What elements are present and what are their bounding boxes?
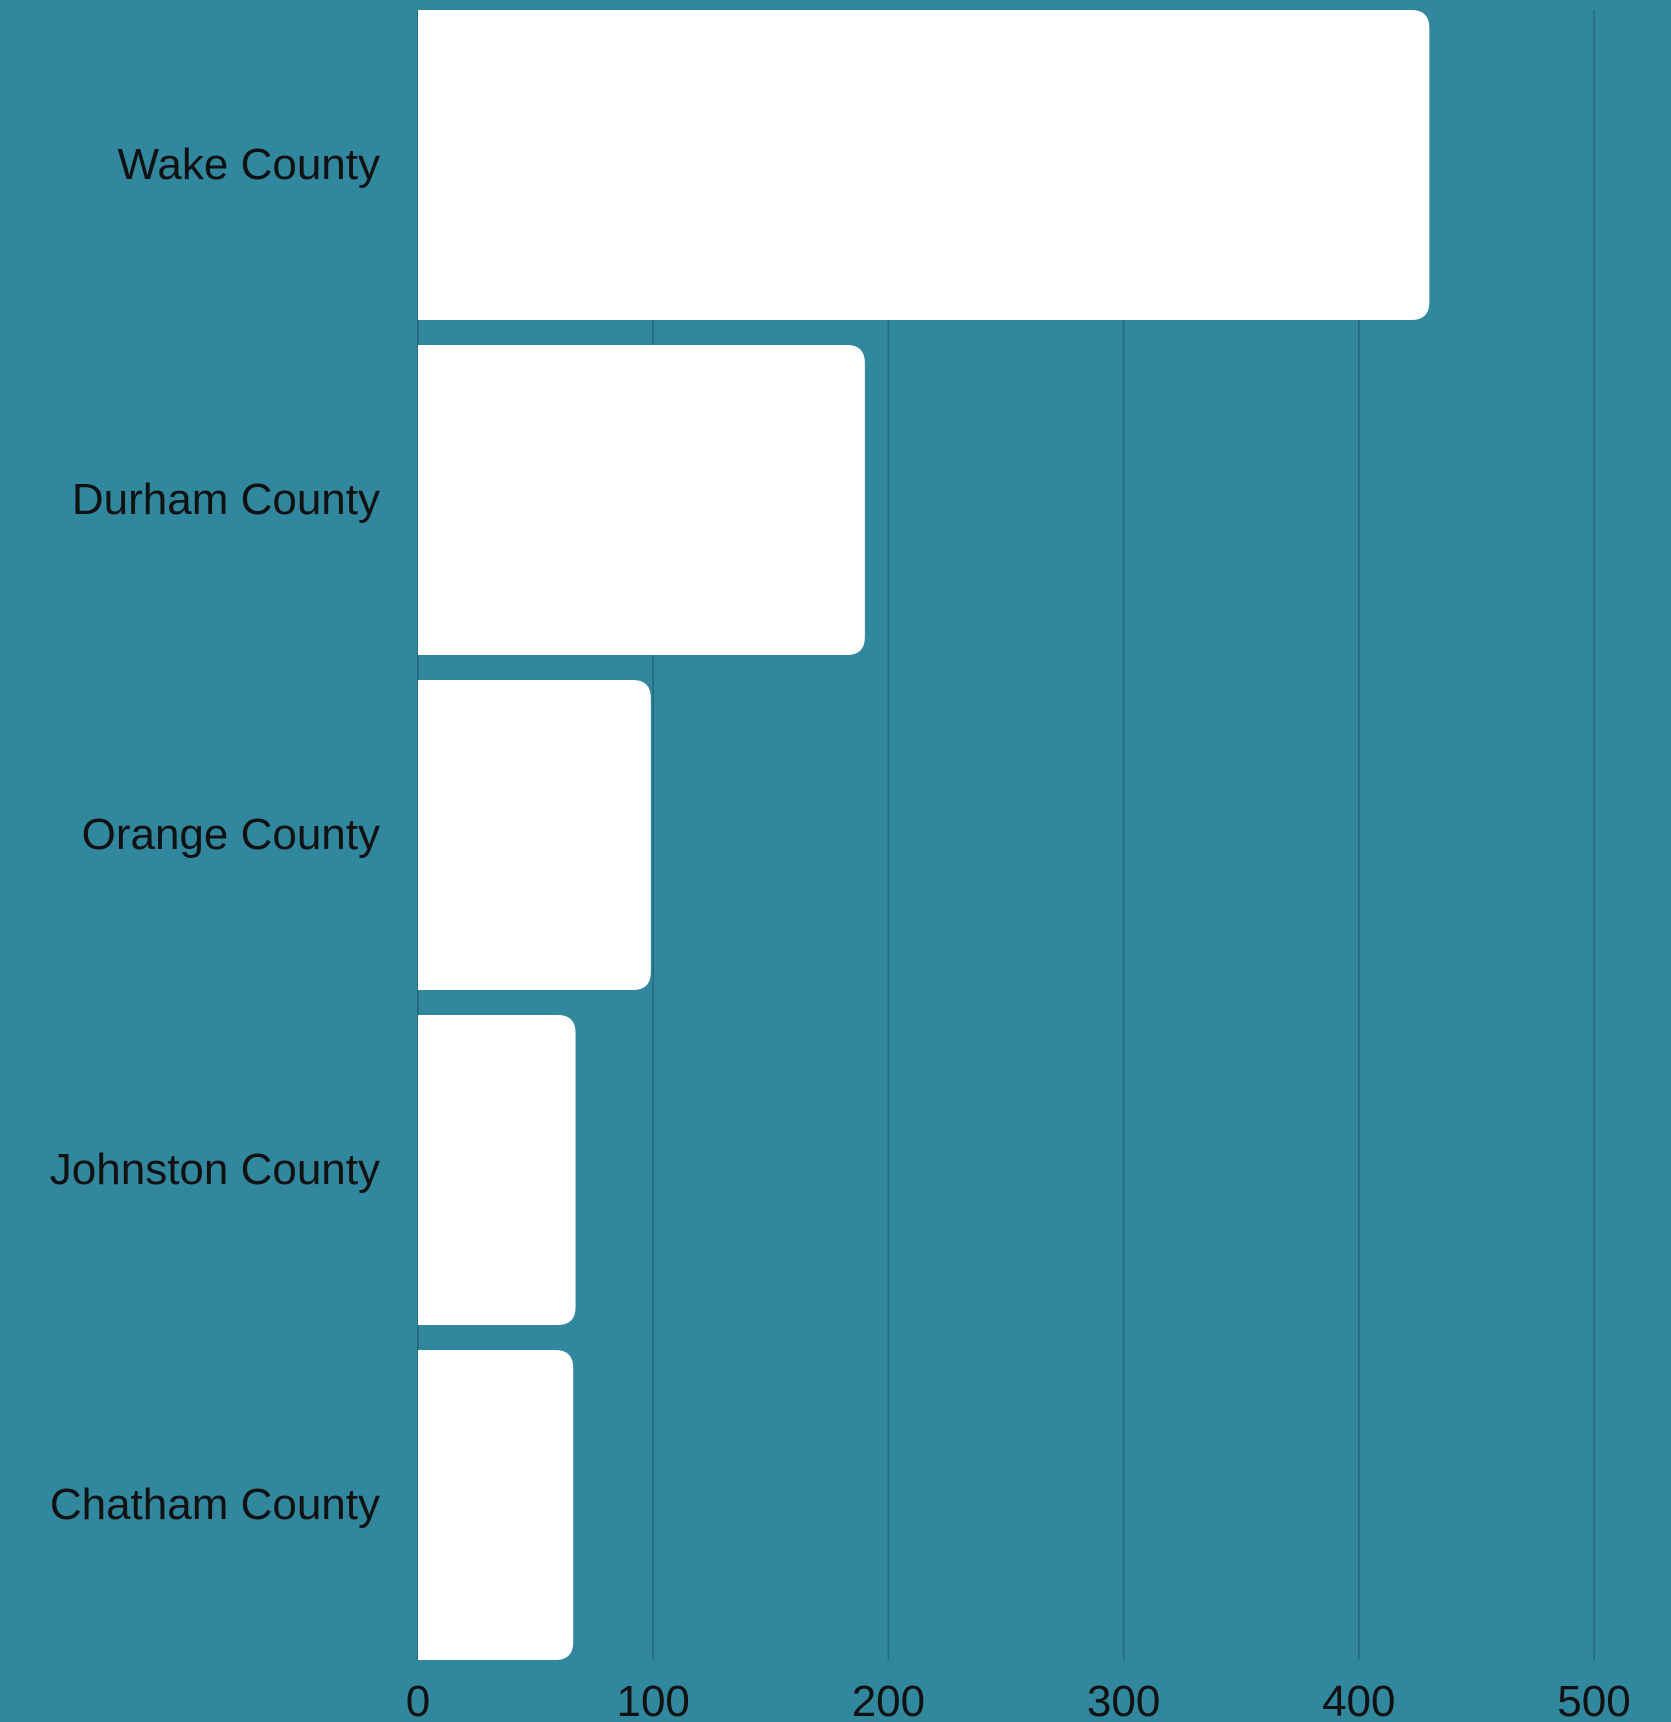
x-tick-label-100: 100: [616, 1677, 689, 1722]
category-label-chatham-county: Chatham County: [50, 1480, 380, 1529]
bars: [418, 10, 1430, 1660]
category-label-orange-county: Orange County: [82, 810, 380, 859]
x-tick-label-200: 200: [852, 1677, 925, 1722]
x-tick-label-300: 300: [1087, 1677, 1160, 1722]
bar-durham-county: [418, 345, 865, 655]
x-tick-label-0: 0: [406, 1677, 430, 1722]
category-label-durham-county: Durham County: [72, 475, 380, 524]
x-axis-ticks: 0 100 200 300 400 500: [406, 1677, 1631, 1722]
category-label-wake-county: Wake County: [118, 140, 380, 189]
category-label-johnston-county: Johnston County: [50, 1145, 380, 1194]
bar-chatham-county: [418, 1350, 574, 1660]
x-tick-label-400: 400: [1322, 1677, 1395, 1722]
bar-orange-county: [418, 680, 651, 990]
category-labels: Wake County Durham County Orange County Joh…: [50, 140, 380, 1529]
bar-johnston-county: [418, 1015, 576, 1325]
bar-wake-county: [418, 10, 1430, 320]
x-tick-label-500: 500: [1557, 1677, 1630, 1722]
